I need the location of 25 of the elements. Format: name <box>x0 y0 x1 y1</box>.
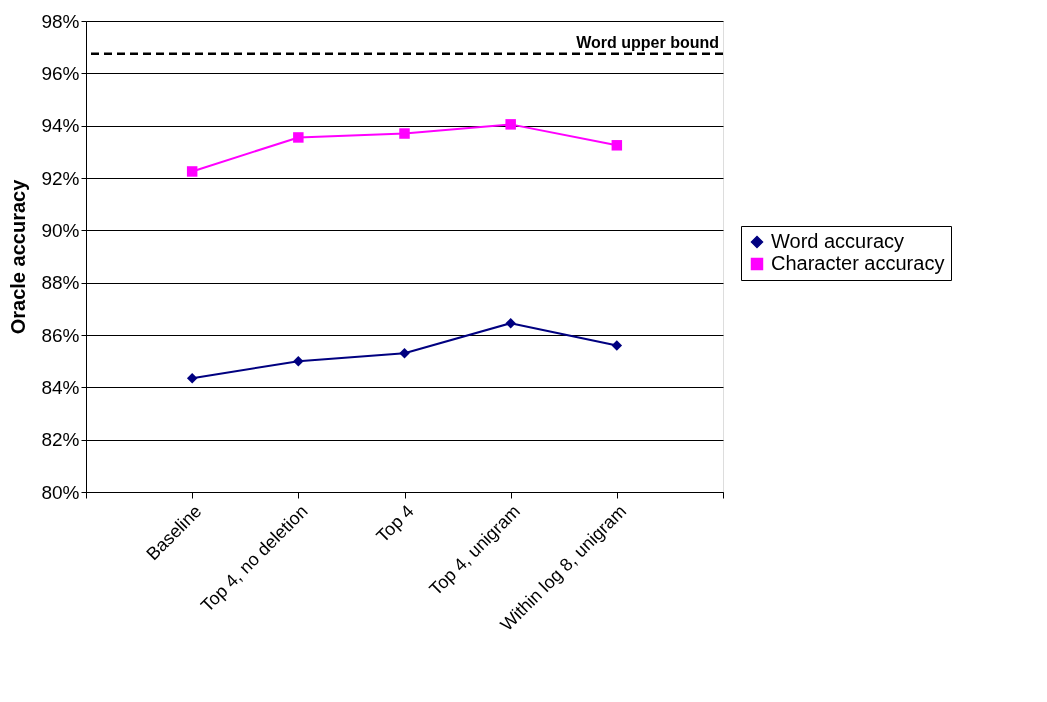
point <box>186 372 198 384</box>
legend-label: Character accuracy <box>771 252 945 274</box>
y-tick-label: 94% <box>41 115 80 137</box>
point <box>505 119 516 130</box>
y-tick-label: 82% <box>41 429 80 451</box>
point <box>611 140 623 151</box>
y-tick-label: 98% <box>41 10 80 32</box>
ref-line-label: Word upper bound <box>576 33 719 51</box>
y-tick-label: 92% <box>41 167 80 189</box>
x-tick-label: Top 4 <box>372 501 418 547</box>
y-tick-label: 86% <box>41 324 80 346</box>
point <box>293 132 304 143</box>
point <box>293 355 304 367</box>
point <box>186 166 198 177</box>
point <box>611 340 623 351</box>
y-tick-label: 88% <box>41 272 80 294</box>
y-tick-label: 80% <box>41 481 80 503</box>
y-tick-label: 90% <box>41 219 80 241</box>
point <box>399 128 410 139</box>
point <box>505 317 516 329</box>
y-tick-label: 96% <box>41 62 80 84</box>
point <box>399 348 410 359</box>
y-tick-label: 84% <box>41 376 80 398</box>
y-axis-title: Oracle accuracy <box>7 178 30 335</box>
legend-label: Word accuracy <box>771 230 905 252</box>
